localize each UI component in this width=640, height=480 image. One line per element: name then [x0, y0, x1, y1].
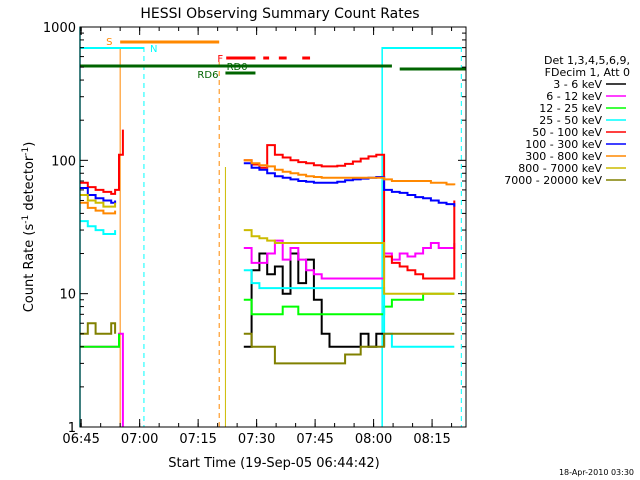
chart-title: HESSI Observing Summary Count Rates	[140, 6, 419, 22]
series-line-3-seg-0	[80, 220, 117, 235]
night-label: N	[150, 44, 157, 55]
x-tick-label-3: 07:30	[238, 432, 275, 447]
timestamp: 18-Apr-2010 03:30	[559, 468, 634, 477]
series-line-4-seg-0	[80, 129, 124, 195]
series-line-4-seg-1	[243, 144, 456, 280]
y-tick-label-1: 10	[59, 288, 76, 303]
y-axis-label: Count Rate (s-1 detector-1)	[21, 142, 37, 313]
x-tick-label-4: 07:45	[296, 432, 333, 447]
legend-label-2: 12 - 25 keV	[539, 102, 602, 115]
series-line-5-seg-1	[243, 162, 456, 207]
series-line-3-seg-1	[243, 269, 455, 348]
flare-label: F	[217, 54, 223, 65]
legend-label-3: 25 - 50 keV	[539, 114, 602, 127]
legend-header-0: Det 1,3,4,5,6,9,	[544, 54, 630, 67]
x-axis: 06:45 07:00 07:15 07:30 07:45 08:00 08:15	[62, 27, 453, 447]
series-line-6-seg-1	[243, 159, 456, 186]
y-tick-label-0: 1	[68, 421, 76, 436]
rd6-label: RD6	[197, 70, 218, 81]
x-tick-label-2: 07:15	[179, 432, 216, 447]
series-line-2-seg-0	[80, 333, 120, 348]
series-line-0-seg-0	[243, 252, 386, 348]
y-tick-label-3: 1000	[43, 21, 76, 36]
series-line-8-seg-1	[243, 332, 455, 365]
series-line-6-seg-0	[80, 201, 117, 215]
series-line-7-seg-0	[80, 194, 117, 208]
legend: Det 1,3,4,5,6,9,FDecim 1, Att 03 - 6 keV…	[504, 54, 630, 187]
legend-label-7: 800 - 7000 keV	[518, 162, 602, 175]
x-tick-label-5: 08:00	[355, 432, 392, 447]
x-tick-label-0: 06:45	[62, 432, 99, 447]
legend-label-4: 50 - 100 keV	[532, 126, 602, 139]
series-line-7-seg-1	[243, 229, 455, 295]
x-axis-label: Start Time (19-Sep-05 06:44:42)	[168, 456, 379, 471]
plot-area: S N F RD0 RD6	[79, 27, 466, 427]
legend-label-0: 3 - 6 keV	[553, 78, 602, 91]
y-axis: 1 10 100 1000	[43, 21, 466, 436]
legend-header-1: FDecim 1, Att 0	[545, 66, 630, 79]
x-tick-label-6: 08:15	[413, 432, 450, 447]
legend-label-1: 6 - 12 keV	[546, 90, 602, 103]
x-tick-label-1: 07:00	[121, 432, 158, 447]
series-line-5-seg-0	[80, 187, 117, 204]
series-line-1-seg-0	[80, 332, 124, 427]
rd0-label: RD0	[227, 62, 248, 73]
saa-label: S	[106, 37, 112, 48]
series-line-2-seg-1	[243, 292, 455, 316]
y-tick-label-2: 100	[51, 154, 76, 169]
legend-label-8: 7000 - 20000 keV	[504, 174, 602, 187]
legend-label-6: 300 - 800 keV	[525, 150, 602, 163]
series-line-1-seg-1	[243, 239, 456, 280]
series-line-8-seg-0	[80, 322, 117, 335]
plot-frame	[79, 26, 467, 428]
legend-label-5: 100 - 300 keV	[525, 138, 602, 151]
